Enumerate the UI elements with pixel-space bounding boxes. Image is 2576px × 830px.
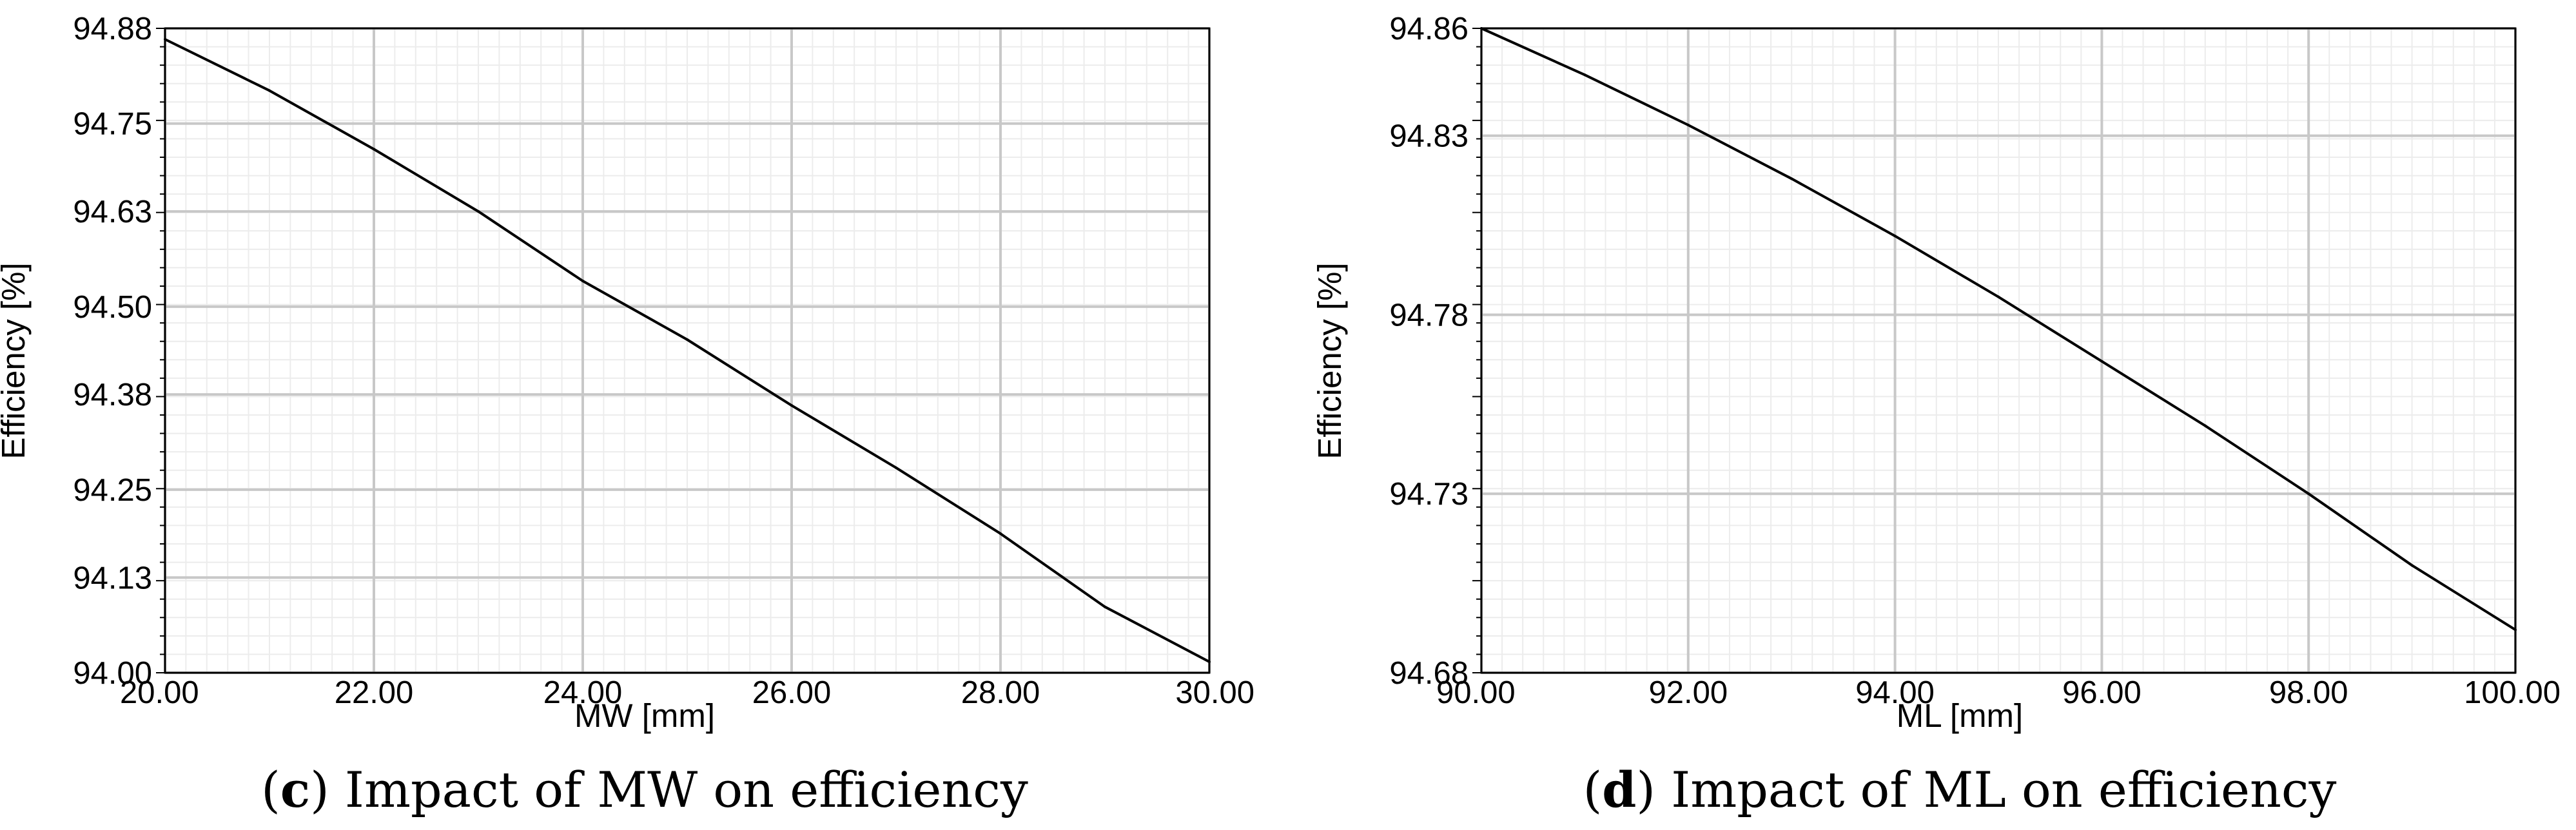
caption-paren-close: )	[310, 761, 345, 818]
plot-frame	[1480, 27, 2517, 674]
caption-paren-open: (	[1583, 761, 1603, 818]
x-tick-label: 22.00	[335, 675, 414, 710]
figure-caption: (d) Impact of ML on efficiency	[1583, 761, 2337, 818]
data-point	[999, 532, 1002, 536]
y-tick-label: 94.68	[1389, 656, 1469, 691]
caption-letter: d	[1602, 761, 1636, 818]
series-points	[164, 38, 1211, 663]
data-point	[1790, 177, 1793, 180]
data-point	[581, 280, 584, 283]
x-tick-label: 28.00	[961, 675, 1040, 710]
x-tick-label: 100.00	[2464, 675, 2561, 710]
data-point	[2410, 564, 2414, 567]
y-tick-label: 94.86	[1389, 12, 1469, 46]
x-axis-label: MW [mm]	[574, 697, 715, 734]
caption-letter: c	[280, 761, 310, 818]
data-point	[1583, 73, 1586, 77]
y-axis-label: Efficiency [%]	[1311, 262, 1348, 459]
x-tick-label: 94.00	[1855, 675, 1935, 710]
y-axis-ticks	[156, 28, 165, 673]
x-tick-label: 96.00	[2062, 675, 2142, 710]
caption-paren-open: (	[261, 761, 280, 818]
y-tick-label: 94.88	[73, 12, 152, 46]
x-tick-label: 92.00	[1648, 675, 1728, 710]
chart-mw-efficiency: 20.00 22.00 24.00 26.00 28.00 30.00 94.00 94.13…	[0, 12, 1254, 818]
x-axis-label: ML [mm]	[1897, 697, 2023, 734]
y-tick-label: 94.50	[73, 290, 152, 325]
x-tick-label: 20.00	[120, 675, 199, 710]
caption-paren-close: )	[1636, 761, 1671, 818]
y-tick-label: 94.25	[73, 473, 152, 508]
data-point	[2100, 360, 2103, 363]
data-point	[1480, 27, 1483, 30]
x-tick-label: 30.00	[1175, 675, 1254, 710]
x-tick-label: 98.00	[2269, 675, 2348, 710]
x-tick-label: 90.00	[1436, 675, 1516, 710]
data-point	[1686, 124, 1690, 126]
data-point	[1208, 660, 1211, 663]
y-tick-label: 94.00	[73, 656, 152, 691]
data-point	[1997, 295, 2000, 298]
chart-ml-efficiency: 90.00 92.00 94.00 96.00 98.00 100.00 94.68 94.7…	[1311, 12, 2561, 818]
data-point	[790, 404, 793, 407]
y-tick-label: 94.75	[73, 107, 152, 142]
x-tick-label: 26.00	[752, 675, 832, 710]
x-tick-label: 24.00	[543, 675, 623, 710]
y-tick-label: 94.63	[73, 195, 152, 229]
data-point	[373, 148, 375, 151]
y-tick-label: 94.83	[1389, 119, 1469, 154]
data-point	[686, 338, 688, 341]
data-point	[1104, 605, 1106, 608]
y-tick-label: 94.73	[1389, 477, 1469, 512]
data-point	[895, 466, 897, 469]
data-point	[1893, 235, 1897, 238]
data-point	[2514, 628, 2517, 632]
y-tick-label: 94.38	[73, 378, 152, 412]
data-point	[268, 89, 271, 92]
figure-caption: (c) Impact of MW on efficiency	[261, 761, 1028, 818]
series-points	[1480, 27, 2517, 632]
plot-frame	[164, 27, 1211, 674]
minor-grid	[165, 28, 1209, 673]
data-point	[2307, 492, 2310, 496]
caption-text: Impact of MW on efficiency	[345, 761, 1028, 818]
y-axis-label: Efficiency [%]	[0, 262, 32, 459]
y-tick-label: 94.13	[73, 561, 152, 595]
y-tick-label: 94.78	[1389, 298, 1469, 333]
data-point	[477, 210, 480, 213]
data-point	[164, 38, 166, 41]
caption-text: Impact of ML on efficiency	[1671, 761, 2336, 818]
y-axis-ticks	[1472, 28, 1481, 673]
data-point	[2203, 424, 2207, 427]
